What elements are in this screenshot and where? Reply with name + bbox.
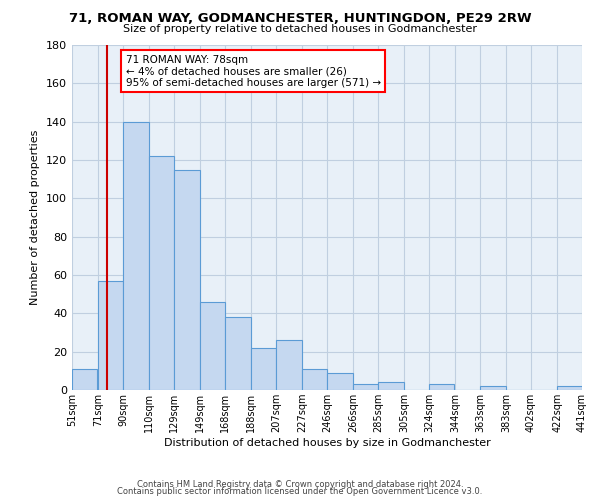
Bar xyxy=(429,384,454,390)
Bar xyxy=(302,369,327,390)
Bar xyxy=(557,386,582,390)
Text: Contains public sector information licensed under the Open Government Licence v3: Contains public sector information licen… xyxy=(118,487,482,496)
Bar xyxy=(149,156,174,390)
Bar xyxy=(276,340,302,390)
Bar xyxy=(225,317,251,390)
Y-axis label: Number of detached properties: Number of detached properties xyxy=(31,130,40,305)
Bar xyxy=(353,384,378,390)
Bar xyxy=(72,369,97,390)
Bar xyxy=(251,348,276,390)
Bar xyxy=(123,122,149,390)
Text: Size of property relative to detached houses in Godmanchester: Size of property relative to detached ho… xyxy=(123,24,477,34)
Text: 71 ROMAN WAY: 78sqm
← 4% of detached houses are smaller (26)
95% of semi-detache: 71 ROMAN WAY: 78sqm ← 4% of detached hou… xyxy=(125,54,381,88)
Bar xyxy=(174,170,200,390)
Bar xyxy=(327,373,353,390)
Bar xyxy=(200,302,225,390)
Bar xyxy=(480,386,506,390)
X-axis label: Distribution of detached houses by size in Godmanchester: Distribution of detached houses by size … xyxy=(164,438,490,448)
Bar xyxy=(378,382,404,390)
Text: Contains HM Land Registry data © Crown copyright and database right 2024.: Contains HM Land Registry data © Crown c… xyxy=(137,480,463,489)
Text: 71, ROMAN WAY, GODMANCHESTER, HUNTINGDON, PE29 2RW: 71, ROMAN WAY, GODMANCHESTER, HUNTINGDON… xyxy=(68,12,532,26)
Bar xyxy=(98,281,123,390)
